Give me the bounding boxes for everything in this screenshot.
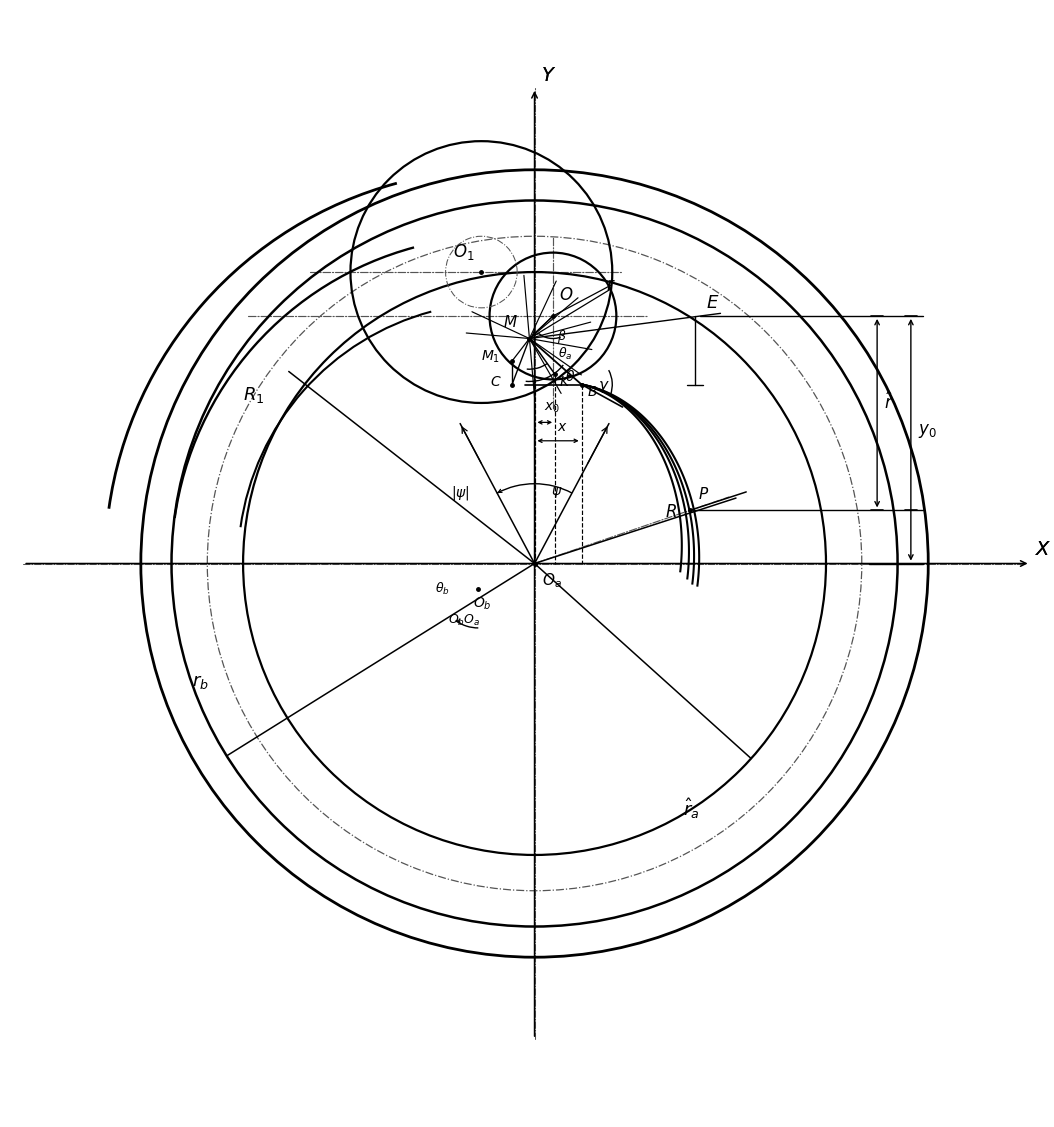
- Text: $|\psi|$: $|\psi|$: [451, 485, 469, 503]
- Text: $O_bO_a$: $O_bO_a$: [448, 613, 480, 628]
- Text: $\gamma$: $\gamma$: [598, 379, 609, 394]
- Text: $O_a$: $O_a$: [542, 571, 562, 591]
- Text: $O_1$: $O_1$: [453, 242, 474, 261]
- Text: $r_b$: $r_b$: [192, 673, 209, 691]
- Text: $x_0$: $x_0$: [544, 401, 561, 415]
- Text: $\psi$: $\psi$: [551, 485, 562, 500]
- Text: X: X: [1036, 541, 1049, 559]
- Text: $R_1$: $R_1$: [243, 385, 265, 405]
- Text: $B$: $B$: [587, 384, 598, 399]
- Text: $M_1$: $M_1$: [482, 348, 501, 365]
- Text: $R$: $R$: [665, 503, 678, 521]
- Text: $\hat{r}$: $\hat{r}$: [884, 391, 894, 414]
- Text: $O$: $O$: [559, 286, 573, 304]
- Text: $M$: $M$: [503, 314, 518, 330]
- Text: X: X: [1036, 541, 1049, 559]
- Text: $\beta$: $\beta$: [558, 328, 567, 345]
- Text: Y: Y: [542, 65, 553, 85]
- Text: $\theta_b$: $\theta_b$: [435, 582, 450, 597]
- Text: $\theta_a$: $\theta_a$: [558, 346, 572, 362]
- Text: $\theta$: $\theta$: [565, 369, 575, 383]
- Text: $P$: $P$: [698, 486, 709, 503]
- Text: $O_b$: $O_b$: [473, 595, 492, 612]
- Text: $K$: $K$: [559, 374, 571, 389]
- Text: $C$: $C$: [489, 374, 502, 389]
- Text: $r$: $r$: [606, 275, 616, 293]
- Text: Y: Y: [542, 65, 553, 85]
- Text: $E$: $E$: [706, 294, 720, 312]
- Text: $x$: $x$: [558, 419, 568, 434]
- Text: $y_0$: $y_0$: [918, 421, 937, 440]
- Text: $\hat{r}_a$: $\hat{r}_a$: [683, 797, 699, 822]
